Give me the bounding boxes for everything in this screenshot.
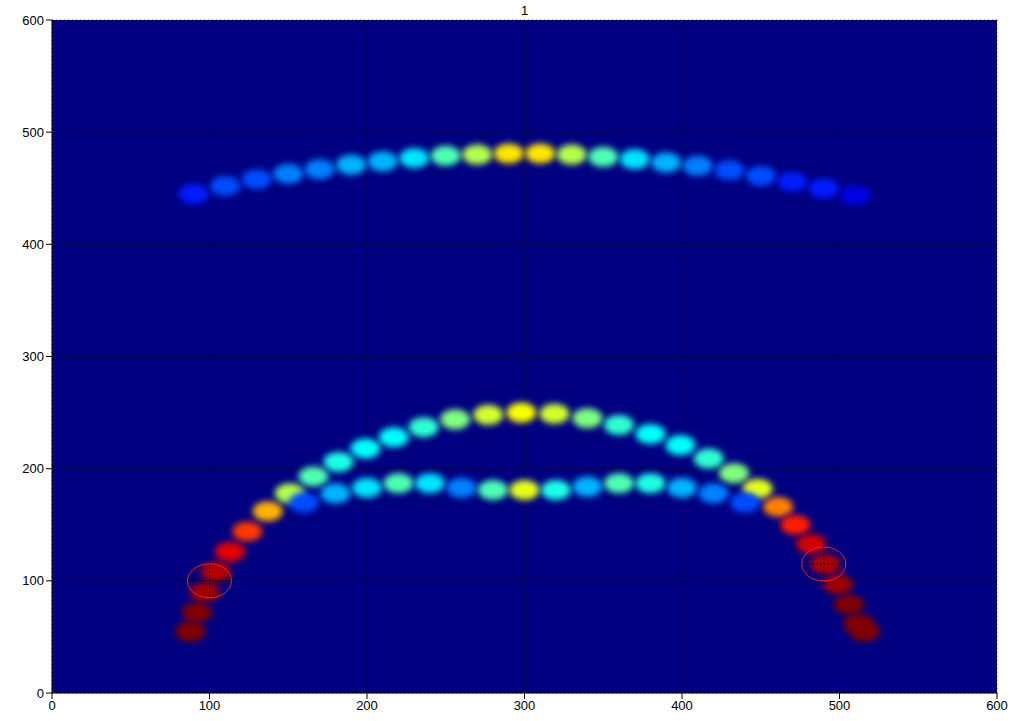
svg-text:100: 100 xyxy=(199,698,221,713)
svg-text:600: 600 xyxy=(22,13,44,28)
svg-text:0: 0 xyxy=(48,698,55,713)
svg-text:400: 400 xyxy=(22,237,44,252)
svg-text:200: 200 xyxy=(356,698,378,713)
svg-text:200: 200 xyxy=(22,461,44,476)
svg-text:0: 0 xyxy=(37,686,44,701)
svg-text:400: 400 xyxy=(671,698,693,713)
svg-text:100: 100 xyxy=(22,573,44,588)
svg-text:500: 500 xyxy=(22,125,44,140)
svg-text:300: 300 xyxy=(514,698,536,713)
svg-text:300: 300 xyxy=(22,349,44,364)
html-text:1: 1 xyxy=(520,3,529,18)
svg-text:600: 600 xyxy=(986,698,1008,713)
svg-text:500: 500 xyxy=(829,698,851,713)
